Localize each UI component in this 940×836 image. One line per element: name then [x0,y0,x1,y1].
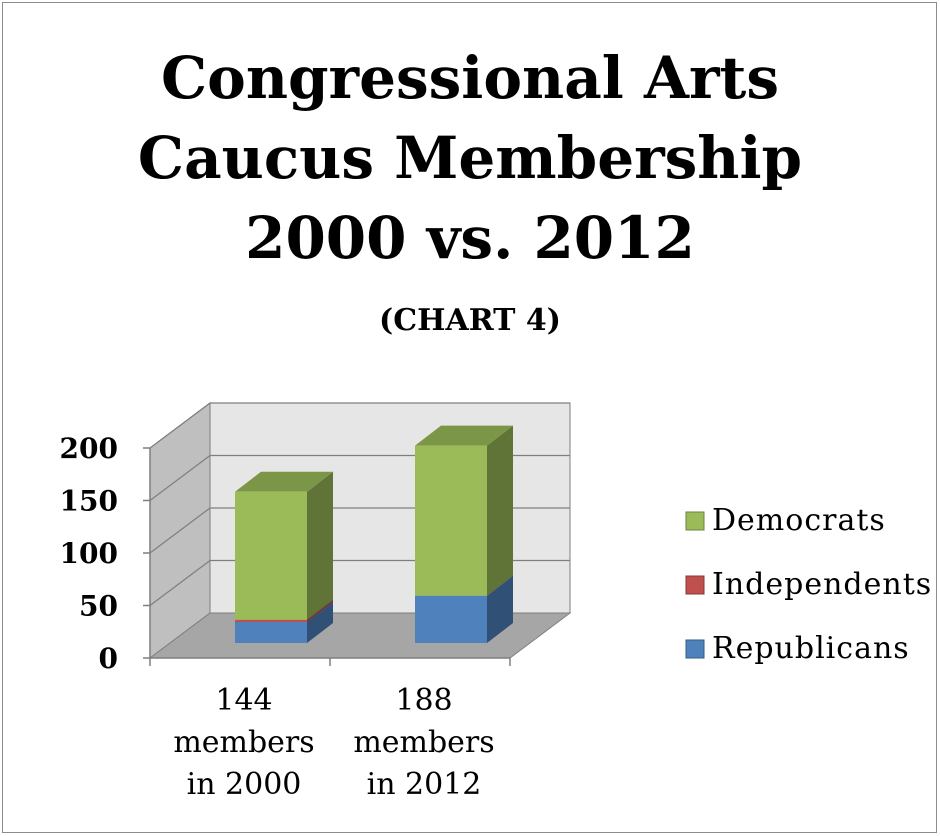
bar-front-face [415,445,487,596]
y-tick-label: 0 [99,642,118,675]
bar-segment-democrats [415,425,513,596]
bar-side-face [487,575,513,643]
chart-axes: 0 50 100 150 200 144 members in 2000 188 members i… [60,432,511,802]
bar-front-face [415,595,487,643]
legend-entry-democrats: Democrats [685,503,886,538]
legend-swatch [685,575,705,595]
chart-bars [235,425,513,643]
bar-top-face [235,471,333,492]
bar-side-face [307,599,333,622]
chart-legend: Democrats Independents Republicans [685,503,932,666]
bar-side-face [307,471,333,620]
x-category-label: members [353,725,494,760]
y-tick-label: 200 [60,432,118,465]
legend-label: Democrats [712,503,886,538]
bar-side-face [487,425,513,596]
gridline [149,402,570,449]
legend-label: Independents [712,567,932,602]
bar-front-face [235,491,307,620]
chart-subtitle: (CHART 4) [379,303,561,338]
legend-entry-republicans: Republicans [685,631,910,666]
chart-title-line-3: 2000 vs. 2012 [245,204,695,272]
x-category-label: 188 [395,683,452,718]
y-tick-label: 150 [60,485,118,518]
x-category-label: 144 [215,683,272,718]
bar-side-face [307,602,333,643]
y-tick-label: 100 [60,537,118,570]
chart-title-line-2: Caucus Membership [137,124,803,192]
x-category-label: in 2012 [367,767,482,802]
bar-segment-democrats [235,471,333,620]
bar-front-face [235,619,307,622]
bar-front-face [235,622,307,643]
legend-entry-independents: Independents [685,567,932,602]
legend-label: Republicans [712,631,910,666]
bar-top-face [415,425,513,446]
legend-swatch [685,511,705,531]
chart-title-line-1: Congressional Arts [160,44,780,112]
x-category-label: members [173,725,314,760]
legend-swatch [685,639,705,659]
y-tick-label: 50 [79,590,118,623]
x-category-label: in 2000 [187,767,302,802]
